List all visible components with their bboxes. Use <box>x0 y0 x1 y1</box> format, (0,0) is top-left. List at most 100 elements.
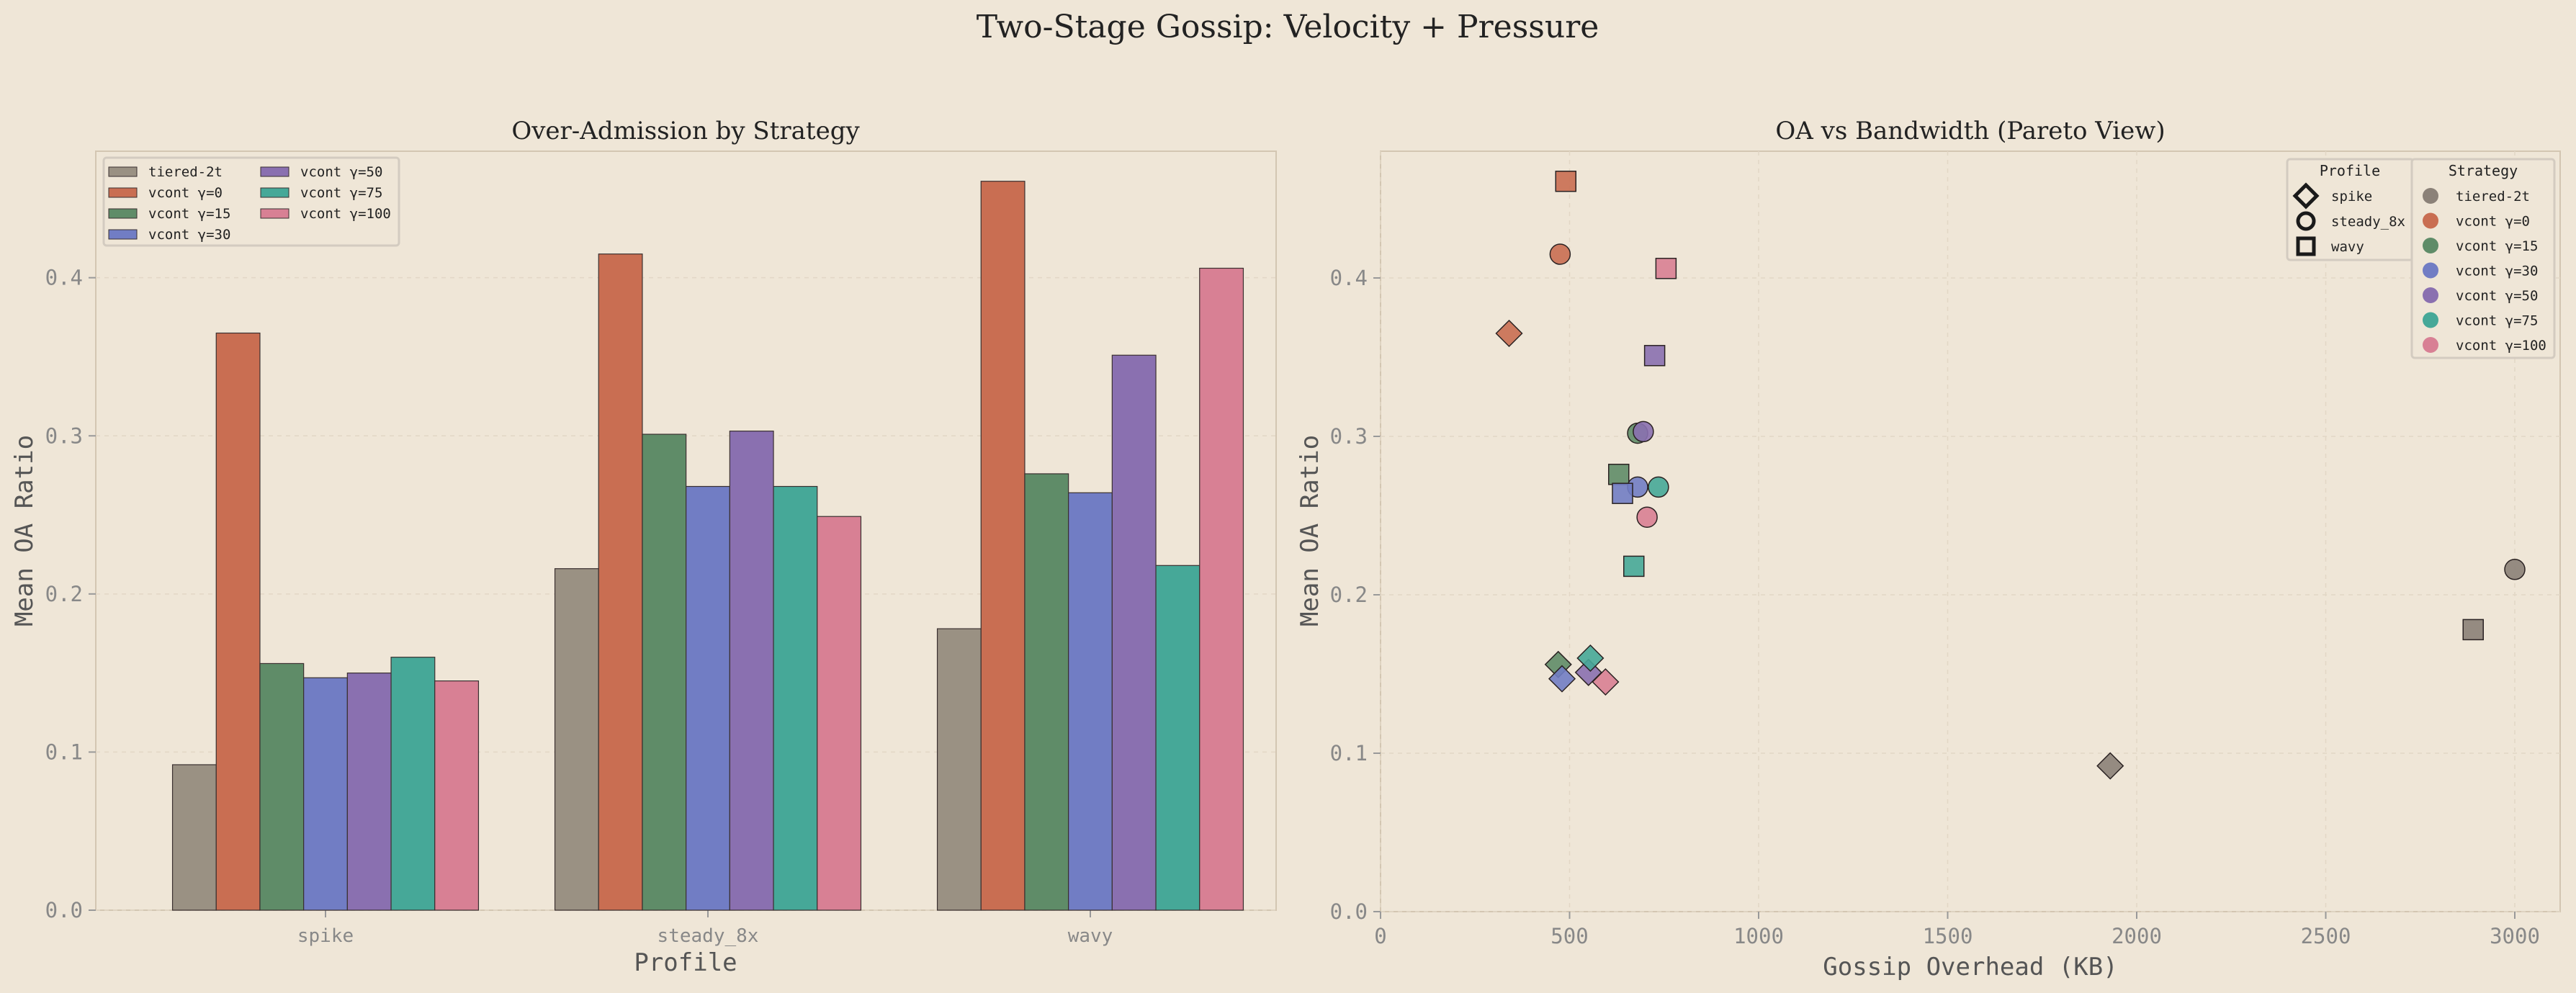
bar <box>434 680 480 911</box>
scatter-point-diamond <box>1548 665 1576 693</box>
y-tick-label: 0.4 <box>45 266 83 290</box>
x-tick-label: spike <box>297 925 354 947</box>
scatter-point-diamond <box>2096 752 2124 780</box>
legend-frame <box>102 156 400 247</box>
x-tick-label: 1000 <box>1733 924 1784 948</box>
legend-marker-circle <box>2423 312 2438 328</box>
y-tick-label: 0.2 <box>1330 583 1368 607</box>
scatter-point-circle <box>1633 421 1654 443</box>
scatter-point-square <box>1623 555 1645 578</box>
bar <box>980 181 1026 911</box>
bar <box>1024 473 1069 911</box>
legend-marker-square <box>2296 236 2316 256</box>
bar-chart-title: Over-Admission by Strategy <box>511 117 860 145</box>
scatter-point-circle <box>1648 476 1669 498</box>
legend-marker-circle <box>2296 211 2316 231</box>
bar-x-label: Profile <box>634 948 737 977</box>
bar <box>642 433 687 911</box>
legend-swatch <box>260 166 290 177</box>
scatter-point-diamond <box>1576 644 1605 673</box>
scatter-point-square <box>1643 345 1666 367</box>
legend-label: vcont γ=0 <box>2456 214 2530 230</box>
bar <box>215 332 261 911</box>
y-tick-label: 0.1 <box>45 740 83 764</box>
x-tick-label: 500 <box>1550 924 1588 948</box>
scatter-point-diamond <box>1592 668 1620 696</box>
legend-swatch <box>108 187 138 198</box>
legend-label: vcont γ=30 <box>2456 264 2538 279</box>
scatter-point-square <box>1555 171 1576 192</box>
x-tick-label: 0 <box>1374 924 1386 948</box>
bar-y-label: Mean OA Ratio <box>10 435 39 626</box>
bar <box>936 628 982 911</box>
legend-label: vcont γ=75 <box>2456 313 2538 329</box>
figure-title: Two-Stage Gossip: Velocity + Pressure <box>977 9 1599 45</box>
x-tick-label: 2000 <box>2111 924 2162 948</box>
bar <box>686 485 730 911</box>
legend-label: vcont γ=30 <box>148 227 230 243</box>
legend-swatch <box>108 229 138 240</box>
scatter-chart: 0.0 0.1 0.2 0.3 0.4 0 500 1000 1500 2000 2500 3000 P… <box>1330 150 2561 948</box>
bar <box>390 657 436 911</box>
y-tick-label: 0.3 <box>45 423 83 448</box>
bar <box>303 677 348 911</box>
x-tick-label: 1500 <box>1923 924 1973 948</box>
legend-marker-circle <box>2423 188 2438 204</box>
legend-label: tiered-2t <box>148 164 223 180</box>
legend-label: vcont γ=75 <box>300 185 382 201</box>
legend-marker-circle <box>2423 238 2438 253</box>
scatter-point-circle <box>1636 506 1658 528</box>
y-tick-label: 0.3 <box>1330 424 1368 449</box>
legend-marker-circle <box>2423 262 2438 279</box>
scatter-point-circle <box>2504 559 2526 580</box>
legend-label: wavy <box>2331 239 2364 255</box>
scatter-x-label: Gossip Overhead (KB) <box>1823 953 2117 981</box>
bar <box>773 485 818 911</box>
bar <box>1111 354 1157 911</box>
legend-frame <box>2410 158 2556 359</box>
legend-label: spike <box>2331 189 2372 205</box>
y-tick-label: 0.4 <box>1330 266 1368 290</box>
legend-marker-diamond <box>2292 182 2320 210</box>
x-tick-label: 3000 <box>2490 924 2540 948</box>
legend-marker-circle <box>2423 287 2438 303</box>
x-tick-label: 2500 <box>2301 924 2351 948</box>
scatter-point-square <box>2462 619 2484 641</box>
bar <box>346 673 392 911</box>
bar <box>817 516 862 911</box>
scatter-point-circle <box>1549 243 1571 265</box>
bar <box>171 764 217 911</box>
bar-chart: 0.0 0.1 0.2 0.3 0.4 spike steady_8x wavy tiered-… <box>45 150 1277 947</box>
legend-swatch <box>260 187 290 198</box>
y-tick-label: 0.2 <box>45 582 83 606</box>
bar <box>259 662 305 911</box>
legend-swatch <box>108 166 138 177</box>
bar-legend: tiered-2t vcont γ=0 vcont γ=15 vcont γ=30 vc… <box>102 156 400 247</box>
bar <box>554 568 599 911</box>
bar <box>1155 565 1201 911</box>
bar <box>729 431 774 911</box>
scatter-point-square <box>1655 258 1677 279</box>
scatter-point-square <box>1608 464 1630 485</box>
bar <box>1199 267 1244 911</box>
legend-swatch <box>260 208 290 219</box>
scatter-y-label: Mean OA Ratio <box>1296 435 1324 626</box>
scatter-point-square <box>1612 482 1633 504</box>
strategy-legend: Strategy tiered-2t vcont γ=0 vcont γ=15 vcon… <box>2410 158 2556 359</box>
x-tick-label: steady_8x <box>658 925 759 947</box>
y-tick-label: 0.0 <box>1330 899 1368 924</box>
legend-label: vcont γ=50 <box>2456 288 2538 304</box>
legend-label: vcont γ=15 <box>148 206 230 222</box>
scatter-point-diamond <box>1495 319 1523 348</box>
legend-label: vcont γ=100 <box>2456 338 2546 354</box>
legend-title: Strategy <box>2449 162 2518 179</box>
bar <box>598 253 643 911</box>
legend-label: vcont γ=0 <box>148 185 223 201</box>
legend-swatch <box>108 208 138 219</box>
bar <box>1068 492 1113 911</box>
y-tick-label: 0.0 <box>45 898 83 922</box>
legend-label: vcont γ=15 <box>2456 238 2538 254</box>
legend-label: tiered-2t <box>2456 189 2530 205</box>
legend-title: Profile <box>2320 162 2380 179</box>
